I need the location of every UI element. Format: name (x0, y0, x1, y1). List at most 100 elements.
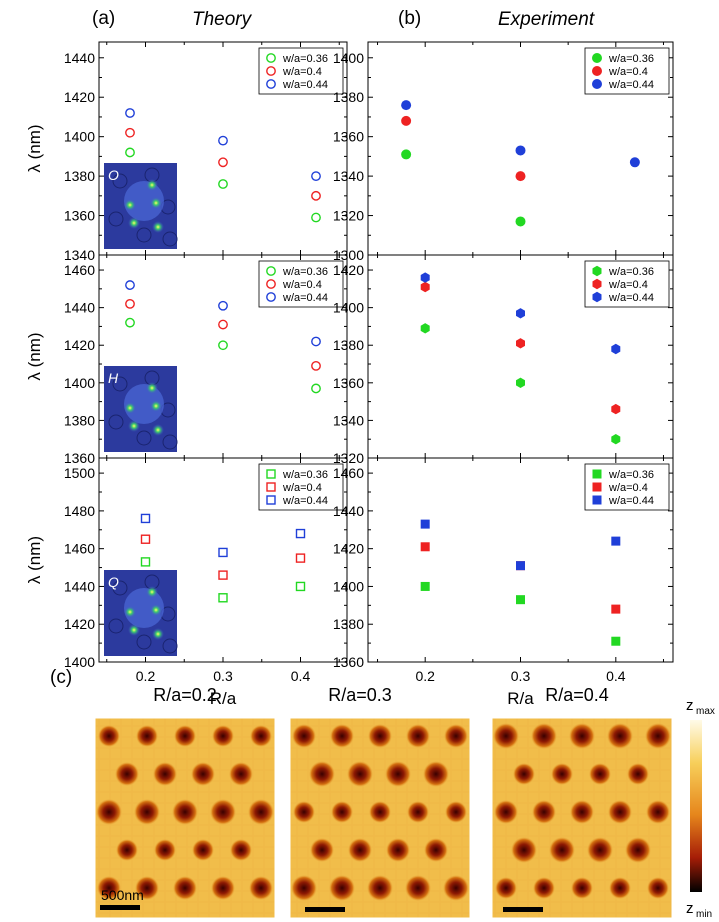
data-point (295, 553, 306, 563)
mode-field-inset: O (104, 163, 178, 249)
y-tick-label: 1440 (333, 503, 364, 519)
legend-marker (266, 469, 276, 479)
y-tick-label: 1380 (333, 337, 364, 353)
legend-marker (592, 53, 602, 63)
legend-label: w/a=0.44 (282, 292, 328, 304)
map-title-3: R/a=0.4 (545, 685, 609, 705)
map-pit (97, 876, 121, 900)
x-tick-label: 0.4 (606, 668, 626, 684)
data-point (125, 147, 135, 158)
legend-marker (266, 53, 276, 63)
inset-label: H (108, 370, 119, 386)
data-point (629, 157, 640, 168)
data-point (420, 272, 430, 283)
map-pit (571, 877, 593, 899)
inset-hotspot (150, 400, 162, 412)
colorbar-min-sub: min (696, 909, 712, 920)
legend-marker (266, 495, 276, 505)
map-pit (191, 762, 215, 786)
panel-a-label: (a) (92, 8, 115, 29)
scalebar-label: 500nm (101, 887, 144, 903)
map-pit (174, 725, 196, 747)
legend-label: w/a=0.4 (608, 66, 648, 78)
map-pit (533, 877, 555, 899)
legend-marker (592, 495, 602, 505)
map-pit (116, 839, 138, 861)
y-tick-label: 1300 (333, 247, 364, 263)
panel-a-title: Theory (192, 9, 253, 30)
data-point (515, 216, 526, 227)
map-pit (589, 763, 611, 785)
map-pit (406, 724, 430, 748)
map-pit (513, 763, 535, 785)
map-pit (531, 723, 557, 749)
map-pit (609, 877, 631, 899)
map-pit (646, 800, 670, 824)
map-pit (329, 875, 355, 901)
map-pit (212, 725, 234, 747)
x-tick-label: 0.3 (511, 668, 531, 684)
inset-hotspot (128, 420, 140, 432)
map-pit (136, 725, 158, 747)
inset-hole (162, 638, 178, 654)
y-tick-label: 1360 (64, 208, 95, 224)
y-tick-label: 1460 (64, 262, 95, 278)
inset-hotspot (146, 382, 158, 394)
y-tick-label: 1360 (333, 654, 364, 670)
legend-label: w/a=0.44 (608, 292, 654, 304)
x-tick-label: 0.2 (136, 668, 156, 684)
inset-hotspot (124, 199, 136, 211)
map-pit (153, 762, 177, 786)
y-tick-label: 1400 (333, 50, 364, 66)
data-point (218, 319, 228, 330)
inset-glow (124, 181, 164, 221)
data-point (516, 308, 525, 319)
inset-hole (112, 173, 128, 189)
data-point (420, 581, 430, 591)
map-border (289, 717, 471, 919)
map-pit (569, 723, 595, 749)
scalebar (305, 907, 345, 912)
data-point (218, 547, 228, 558)
legend: w/a=0.36w/a=0.4w/a=0.44 (258, 463, 344, 511)
map-pit (293, 801, 315, 823)
legend-box (258, 47, 344, 95)
inset-label: Q (108, 574, 119, 590)
data-point (611, 536, 621, 546)
legend-marker (266, 79, 276, 89)
map-border (491, 717, 673, 919)
data-point (218, 179, 228, 189)
legend: w/a=0.36w/a=0.4w/a=0.44 (258, 260, 344, 308)
data-point (420, 519, 430, 529)
map-pit (570, 800, 594, 824)
x-tick-label: 0.3 (213, 668, 233, 684)
map-pit (134, 799, 160, 825)
map-pit (424, 838, 448, 862)
map-pit (444, 724, 468, 748)
map-pit (192, 839, 214, 861)
scalebar (503, 907, 543, 912)
map-pit (115, 762, 139, 786)
data-point (516, 595, 525, 605)
map-pit (608, 800, 632, 824)
data-point (218, 135, 228, 146)
data-point (311, 383, 321, 394)
y-tick-label: 1400 (64, 375, 95, 391)
map-pit (386, 838, 410, 862)
map-pit (607, 723, 633, 749)
data-point (515, 145, 526, 156)
data-point (611, 343, 621, 355)
legend: w/a=0.36w/a=0.4w/a=0.44 (584, 47, 670, 95)
legend-label: w/a=0.44 (608, 79, 654, 91)
data-point (125, 298, 135, 309)
colorbar-max-sub: max (696, 706, 715, 717)
data-point (311, 336, 321, 347)
map-pit (494, 800, 518, 824)
y-axis-label: λ (nm) (25, 536, 44, 584)
data-point (125, 280, 135, 290)
data-point (218, 593, 228, 603)
y-axis-label: λ (nm) (25, 332, 44, 380)
x-axis-label: R/a (507, 689, 534, 708)
